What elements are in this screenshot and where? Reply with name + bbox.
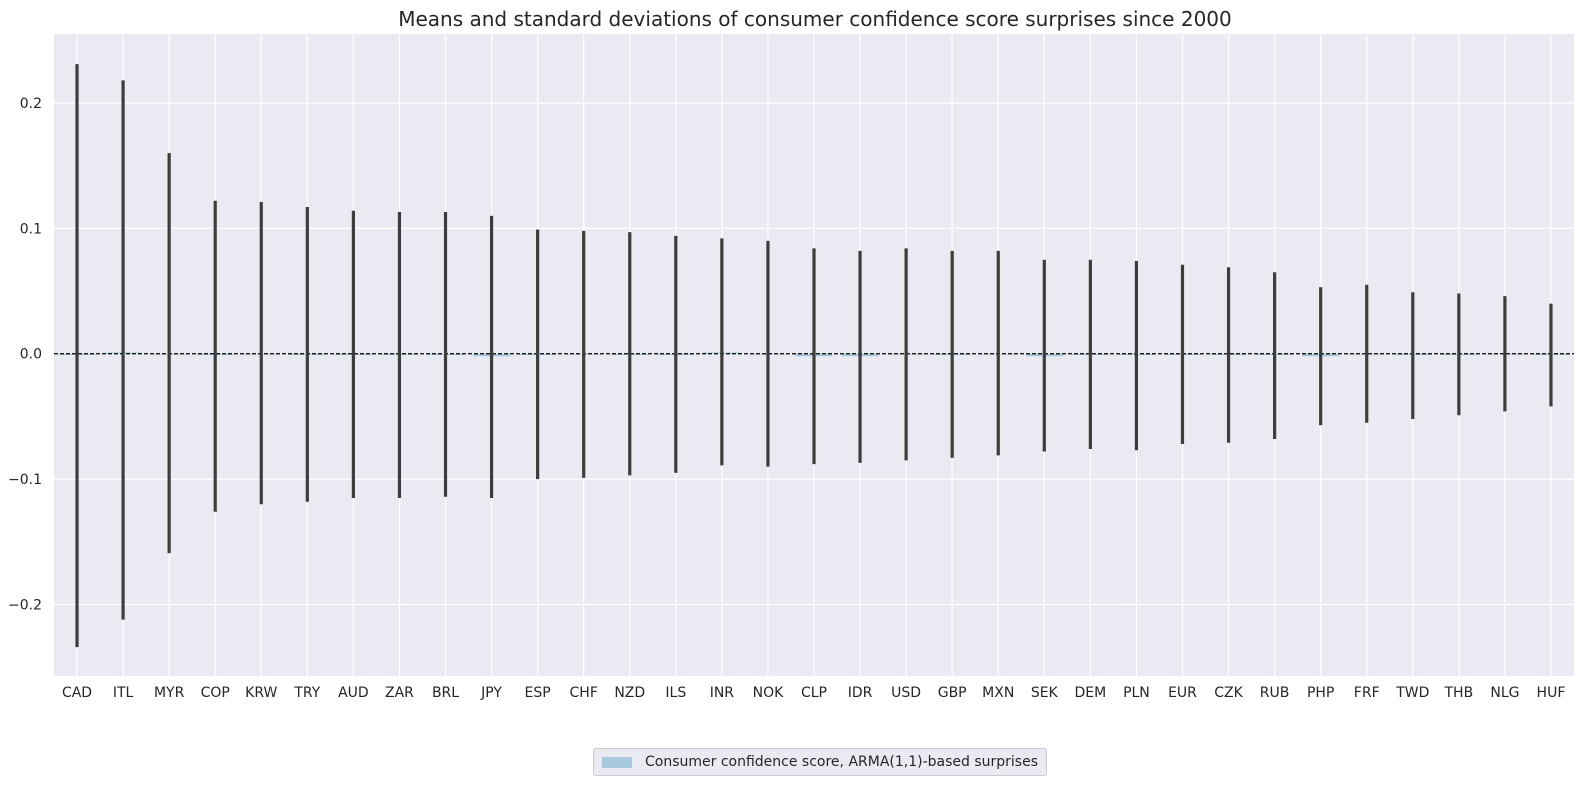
y-tick-label: 0.2 <box>20 96 42 112</box>
x-tick-label-czk: CZK <box>1214 685 1243 701</box>
x-tick-label-mxn: MXN <box>982 685 1014 701</box>
x-tick-label-brl: BRL <box>432 685 459 701</box>
x-tick-label-pln: PLN <box>1123 685 1150 701</box>
x-tick-label-jpy: JPY <box>480 685 502 701</box>
y-tick-label: 0.1 <box>20 221 42 237</box>
x-tick-label-php: PHP <box>1307 685 1334 701</box>
x-tick-label-sek: SEK <box>1031 685 1059 701</box>
x-tick-label-esp: ESP <box>525 685 551 701</box>
legend: Consumer confidence score, ARMA(1,1)-bas… <box>593 748 1048 776</box>
x-tick-label-huf: HUF <box>1537 685 1566 701</box>
x-tick-label-krw: KRW <box>245 685 277 701</box>
x-tick-label-aud: AUD <box>338 685 369 701</box>
x-tick-label-itl: ITL <box>113 685 134 701</box>
error-bars <box>75 64 1553 648</box>
x-tick-label-frf: FRF <box>1354 685 1380 701</box>
x-tick-label-chf: CHF <box>570 685 598 701</box>
x-tick-label-zar: ZAR <box>385 685 414 701</box>
y-tick-label: 0.0 <box>20 347 42 363</box>
x-tick-label-nlg: NLG <box>1490 685 1519 701</box>
y-axis-ticks: −0.2 −0.1 0.0 0.1 0.2 <box>8 96 42 614</box>
x-tick-label-ils: ILS <box>665 685 686 701</box>
x-tick-label-thb: THB <box>1444 685 1474 701</box>
x-tick-label-idr: IDR <box>848 685 873 701</box>
x-tick-label-cop: COP <box>201 685 230 701</box>
x-tick-label-gbp: GBP <box>938 685 967 701</box>
x-tick-label-nok: NOK <box>753 685 784 701</box>
x-tick-label-try: TRY <box>293 685 320 701</box>
x-tick-label-myr: MYR <box>154 685 185 701</box>
x-tick-label-clp: CLP <box>801 685 827 701</box>
y-tick-label: −0.1 <box>8 472 42 488</box>
x-tick-label-usd: USD <box>891 685 921 701</box>
x-tick-label-eur: EUR <box>1168 685 1197 701</box>
x-axis-ticks: CAD ITL MYR COP KRW TRY AUD ZAR BRL JPY ESP CHF NZD I… <box>62 685 1565 701</box>
legend-swatch <box>602 756 632 768</box>
x-tick-label-inr: INR <box>710 685 735 701</box>
x-tick-label-dem: DEM <box>1075 685 1107 701</box>
x-tick-label-nzd: NZD <box>614 685 645 701</box>
legend-label: Consumer confidence score, ARMA(1,1)-bas… <box>645 754 1039 770</box>
chart-title: Means and standard deviations of consume… <box>398 7 1232 31</box>
x-tick-label-rub: RUB <box>1260 685 1290 701</box>
x-tick-label-cad: CAD <box>62 685 92 701</box>
y-tick-label: −0.2 <box>8 598 42 614</box>
x-tick-label-twd: TWD <box>1395 685 1429 701</box>
